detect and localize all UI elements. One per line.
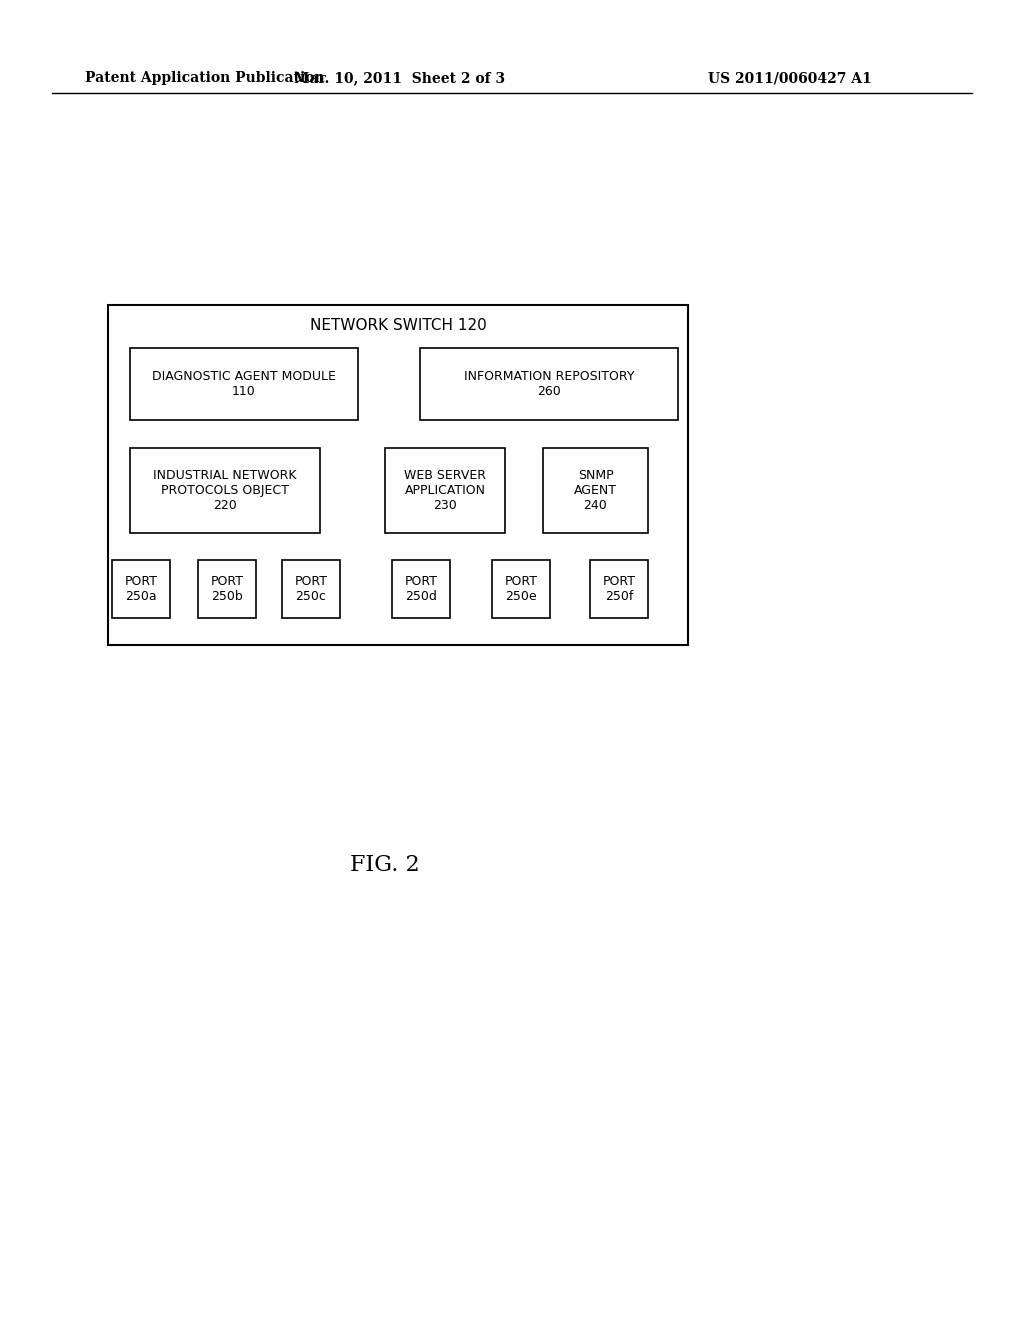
Bar	[130, 447, 319, 533]
Text: PORT
250a: PORT 250a	[125, 576, 158, 603]
Text: INFORMATION REPOSITORY
260: INFORMATION REPOSITORY 260	[464, 370, 634, 399]
Text: NETWORK SWITCH 120: NETWORK SWITCH 120	[309, 318, 486, 333]
Bar	[198, 560, 256, 618]
Bar	[130, 348, 358, 420]
Bar	[590, 560, 648, 618]
Text: Patent Application Publication: Patent Application Publication	[85, 71, 325, 84]
Text: FIG. 2: FIG. 2	[350, 854, 420, 876]
Text: PORT
250d: PORT 250d	[404, 576, 437, 603]
Text: DIAGNOSTIC AGENT MODULE
110: DIAGNOSTIC AGENT MODULE 110	[152, 370, 336, 399]
Text: WEB SERVER
APPLICATION
230: WEB SERVER APPLICATION 230	[404, 469, 486, 512]
Bar	[543, 447, 648, 533]
Bar	[420, 348, 678, 420]
Text: INDUSTRIAL NETWORK
PROTOCOLS OBJECT
220: INDUSTRIAL NETWORK PROTOCOLS OBJECT 220	[154, 469, 297, 512]
Bar	[282, 560, 340, 618]
Bar	[108, 305, 688, 645]
Text: SNMP
AGENT
240: SNMP AGENT 240	[574, 469, 617, 512]
Bar	[492, 560, 550, 618]
Bar	[385, 447, 505, 533]
Text: PORT
250b: PORT 250b	[211, 576, 244, 603]
Bar	[392, 560, 450, 618]
Text: PORT
250c: PORT 250c	[295, 576, 328, 603]
Text: US 2011/0060427 A1: US 2011/0060427 A1	[709, 71, 871, 84]
Text: Mar. 10, 2011  Sheet 2 of 3: Mar. 10, 2011 Sheet 2 of 3	[295, 71, 506, 84]
Text: PORT
250e: PORT 250e	[505, 576, 538, 603]
Text: PORT
250f: PORT 250f	[602, 576, 636, 603]
Bar	[112, 560, 170, 618]
